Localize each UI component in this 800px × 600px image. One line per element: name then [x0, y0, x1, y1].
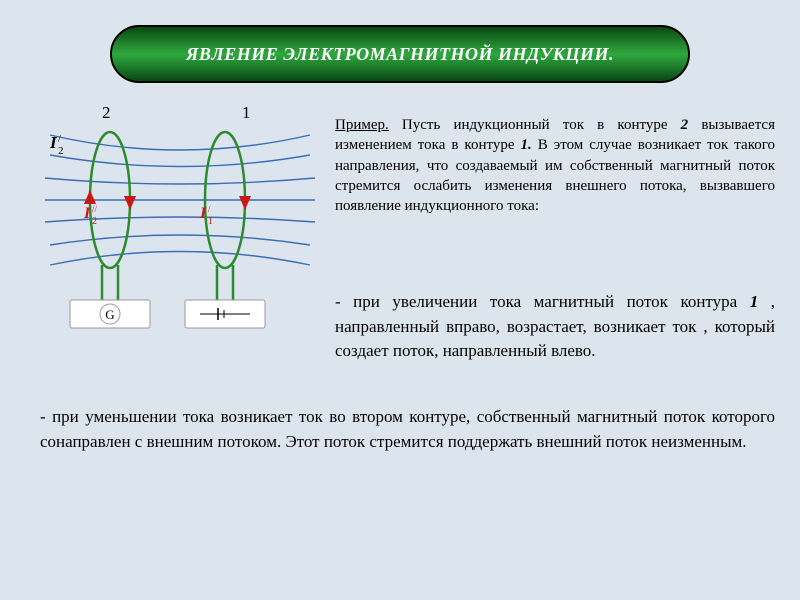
example-lead: Пример.: [335, 117, 389, 133]
svg-text://: //: [92, 204, 98, 214]
loop-label-1: 1: [242, 103, 251, 122]
page-title: ЯВЛЕНИЕ ЭЛЕКТРОМАГНИТНОЙ ИНДУКЦИИ.: [186, 44, 614, 65]
label-I1-prime: I: [199, 205, 207, 222]
svg-text:/: /: [58, 134, 61, 145]
svg-text:/: /: [208, 204, 211, 214]
paragraph-example: Пример. Пусть индукционный ток в контуре…: [335, 115, 775, 216]
para1-body1: Пусть индукционный ток в контуре: [389, 117, 681, 133]
para2-c1: 1: [750, 292, 759, 311]
loop-label-2: 2: [102, 103, 111, 122]
para2-body1: - при увеличении тока магнитный поток ко…: [335, 292, 750, 311]
svg-text:1: 1: [208, 216, 213, 227]
svg-text:2: 2: [92, 216, 97, 227]
paragraph-decrease: - при уменьшении тока возникает ток во в…: [40, 405, 775, 454]
svg-text:2: 2: [58, 145, 64, 157]
induction-diagram: G 2 1 I / 2 I // 2 I / 1: [40, 100, 320, 340]
contour-1: 1.: [521, 137, 532, 153]
page-title-pill: ЯВЛЕНИЕ ЭЛЕКТРОМАГНИТНОЙ ИНДУКЦИИ.: [110, 25, 690, 83]
paragraph-increase: - при увеличении тока магнитный поток ко…: [335, 290, 775, 364]
svg-text:G: G: [105, 307, 114, 322]
para3-body: - при уменьшении тока возникает ток во в…: [40, 407, 775, 451]
label-I2-dprime: I: [83, 205, 91, 222]
diagram-svg: G 2 1 I / 2 I // 2 I / 1: [40, 100, 320, 340]
